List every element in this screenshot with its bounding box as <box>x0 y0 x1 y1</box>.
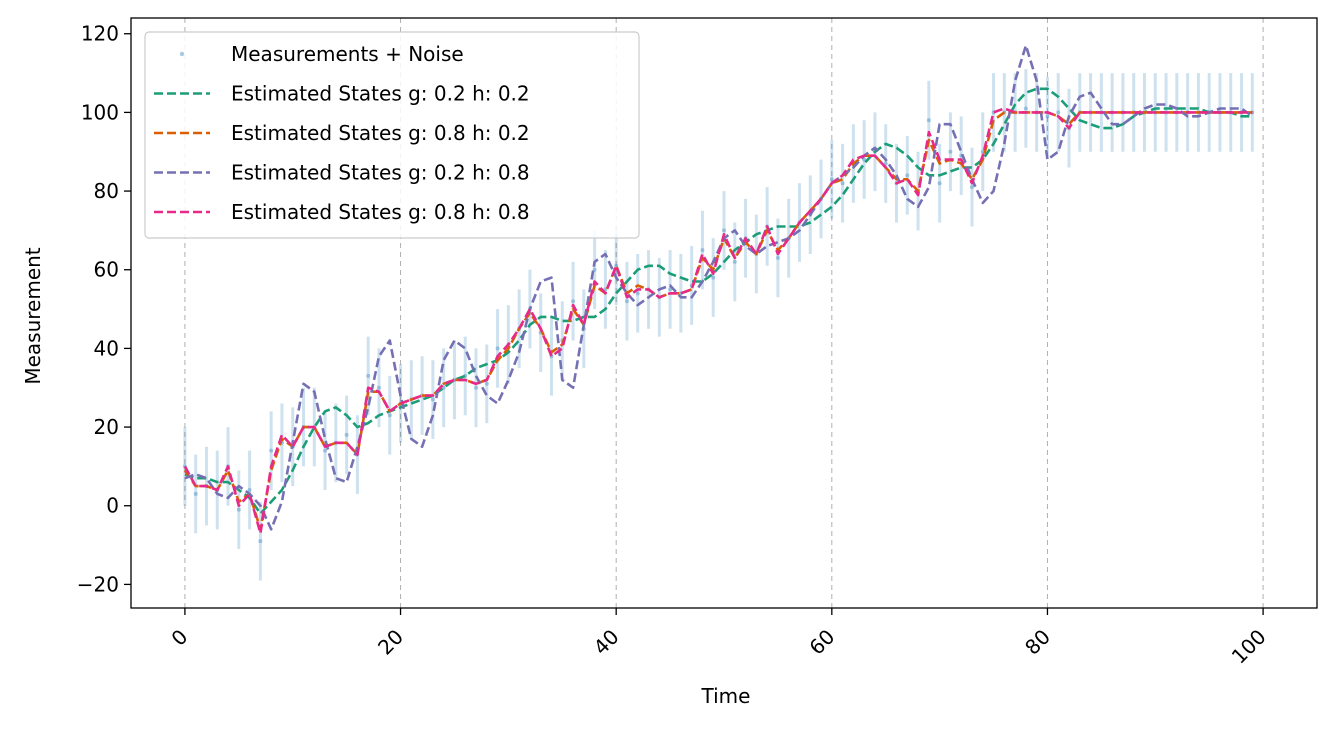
y-tick-label: 20 <box>94 415 119 439</box>
y-tick-label: −20 <box>77 572 119 596</box>
legend-label: Estimated States g: 0.2 h: 0.2 <box>231 82 530 106</box>
measurement-point <box>732 259 737 264</box>
measurement-point <box>247 488 252 492</box>
measurement-point <box>344 432 349 437</box>
measurement-point <box>269 448 274 453</box>
measurement-point <box>376 385 381 390</box>
measurement-point <box>624 299 629 304</box>
measurement-point <box>592 267 597 272</box>
measurement-point <box>495 346 500 351</box>
y-tick-label: 120 <box>81 22 119 46</box>
series-line-1 <box>184 87 1253 515</box>
measurement-point <box>700 248 705 253</box>
measurement-point <box>1023 106 1028 111</box>
y-tick-label: 0 <box>106 494 119 518</box>
measurement-point <box>571 299 576 304</box>
measurement-point <box>474 385 479 390</box>
measurement-point <box>969 185 974 190</box>
y-tick-label: 40 <box>94 336 119 360</box>
legend-label: Measurements + Noise <box>231 42 464 66</box>
y-axis-title: Measurement <box>21 247 45 384</box>
measurement-point <box>258 539 263 544</box>
measurement-point <box>937 181 942 186</box>
y-axis: −20 0 20 40 60 80 100 120 <box>77 22 131 596</box>
measurement-point <box>484 381 489 386</box>
plot-frame <box>130 17 1318 609</box>
measurement-point <box>829 177 834 182</box>
measurement-point <box>722 228 726 233</box>
measurement-point <box>948 149 953 154</box>
measurement-point <box>193 491 198 496</box>
measurement-point <box>387 413 392 418</box>
measurement-point <box>905 173 910 178</box>
legend: Measurements + Noise Estimated States g: … <box>144 31 640 239</box>
measurement-point <box>366 373 371 378</box>
measurement-point <box>635 291 640 296</box>
x-axis-title: Time <box>701 684 751 708</box>
y-tick-label: 100 <box>81 100 119 124</box>
legend-marker <box>179 51 185 57</box>
measurement-point <box>840 181 845 186</box>
measurement-point <box>926 118 931 123</box>
measurement-point <box>236 507 241 512</box>
measurement-point <box>711 275 716 280</box>
legend-label: Estimated States g: 0.2 h: 0.8 <box>231 161 530 185</box>
measurement-point <box>323 448 328 453</box>
measurement-point <box>1045 114 1050 119</box>
legend-label: Estimated States g: 0.8 h: 0.8 <box>231 200 530 224</box>
measurement-point <box>775 255 780 260</box>
y-tick-label: 80 <box>94 179 119 203</box>
measurement-point <box>430 397 435 402</box>
legend-box <box>144 31 640 239</box>
series-lines <box>183 44 1254 535</box>
measurement-point <box>1056 110 1061 115</box>
legend-label: Estimated States g: 0.8 h: 0.2 <box>231 121 530 145</box>
series-line-4 <box>183 107 1253 535</box>
y-tick-label: 60 <box>94 258 119 282</box>
